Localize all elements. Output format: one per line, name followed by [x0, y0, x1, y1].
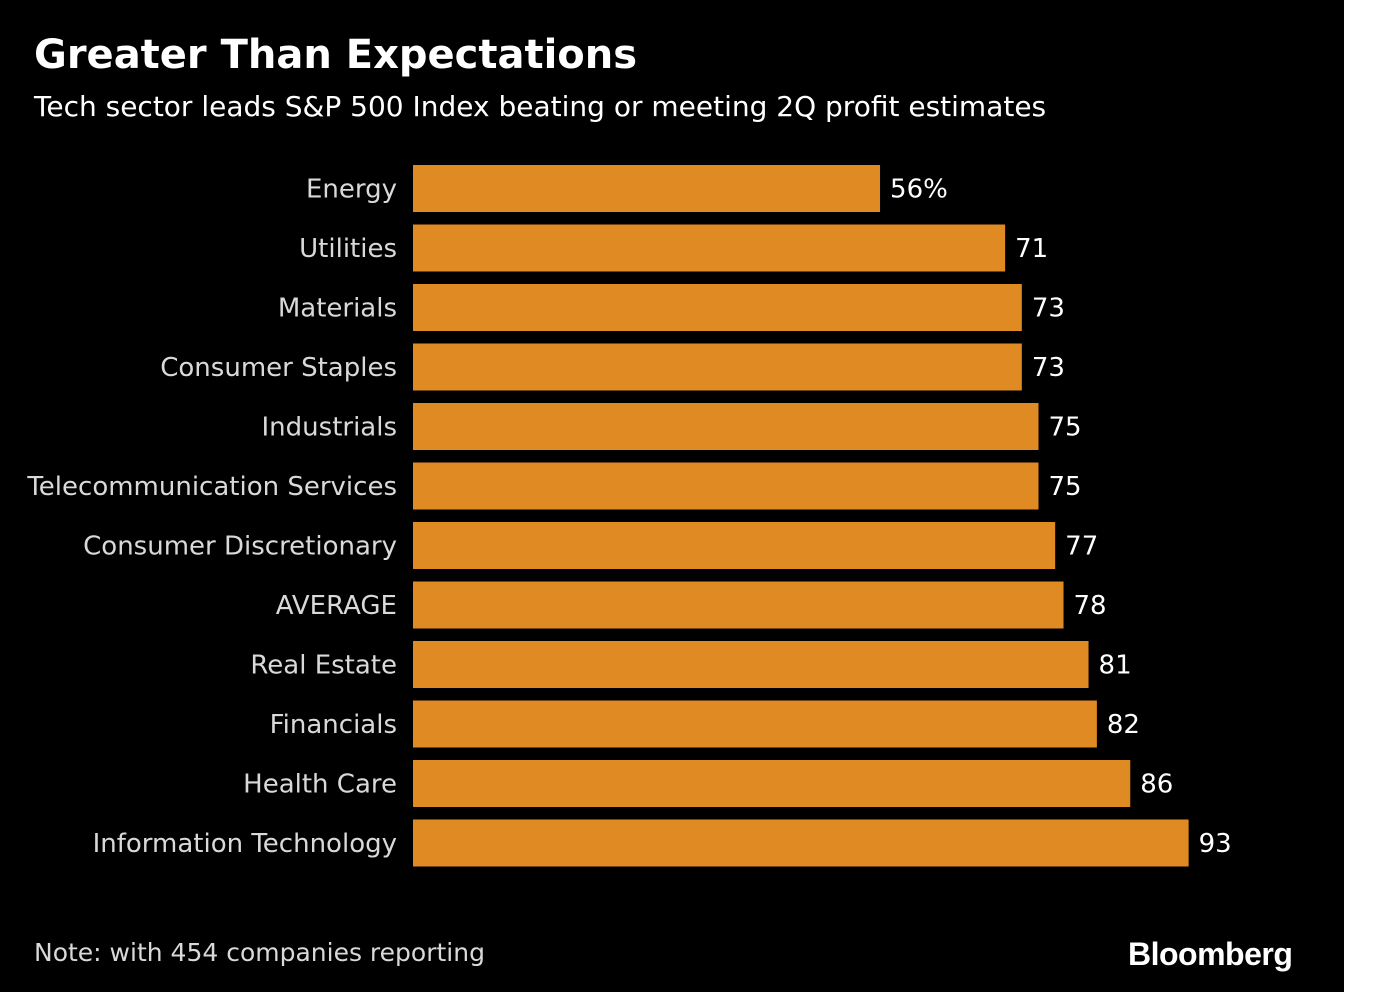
- bar: [413, 224, 1006, 272]
- bloomberg-logo: Bloomberg: [1128, 936, 1293, 972]
- value-label: 77: [1065, 532, 1098, 562]
- category-label: Consumer Staples: [160, 353, 397, 383]
- value-label: 71: [1015, 234, 1048, 264]
- category-label: Information Technology: [93, 829, 397, 859]
- category-label: Financials: [270, 710, 397, 740]
- bar: [413, 819, 1189, 867]
- bar: [413, 343, 1022, 391]
- chart-subtitle: Tech sector leads S&P 500 Index beating …: [34, 90, 1047, 123]
- category-label: Consumer Discretionary: [83, 532, 397, 562]
- bar: [413, 581, 1064, 629]
- category-label: Telecommunication Services: [26, 472, 397, 502]
- bar: [413, 165, 881, 212]
- value-label: 73: [1032, 294, 1065, 324]
- value-label: 82: [1107, 710, 1140, 740]
- bar: [413, 700, 1097, 748]
- value-label: 78: [1074, 591, 1107, 621]
- category-label: Energy: [306, 175, 397, 205]
- category-label: Industrials: [262, 413, 397, 443]
- value-label: 73: [1032, 353, 1065, 383]
- category-label: Utilities: [299, 234, 397, 264]
- value-label: 56%: [890, 175, 948, 205]
- bar: [413, 462, 1039, 510]
- value-label: 81: [1099, 651, 1132, 681]
- chart-title: Greater Than Expectations: [34, 32, 638, 78]
- category-label: Health Care: [243, 770, 397, 800]
- bar-chart: Energy 56% Utilities 71 Materials 73 Consumer …: [26, 165, 1232, 867]
- value-label: 75: [1049, 472, 1082, 502]
- bar: [413, 760, 1131, 807]
- category-label: Real Estate: [250, 651, 397, 681]
- value-label: 93: [1199, 829, 1232, 859]
- bar: [413, 403, 1039, 450]
- value-label: 75: [1049, 413, 1082, 443]
- category-label: AVERAGE: [276, 591, 397, 621]
- value-label: 86: [1140, 770, 1173, 800]
- bar: [413, 522, 1056, 569]
- chart-panel: Greater Than Expectations Tech sector le…: [0, 0, 1344, 992]
- bar: [413, 641, 1089, 688]
- bar: [413, 284, 1022, 331]
- footnote: Note: with 454 companies reporting: [34, 938, 485, 967]
- category-label: Materials: [278, 294, 397, 324]
